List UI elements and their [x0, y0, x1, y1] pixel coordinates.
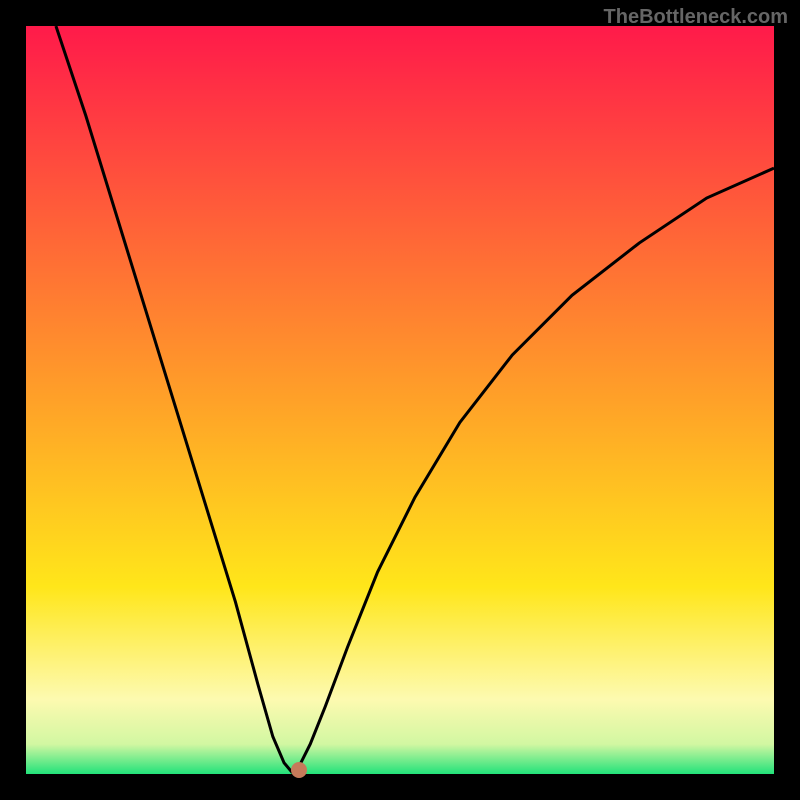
chart-plot-area [26, 26, 774, 774]
watermark-text: TheBottleneck.com [604, 6, 788, 29]
bottleneck-curve [26, 26, 774, 774]
curve-path [56, 26, 774, 772]
optimal-point-marker [291, 762, 307, 778]
